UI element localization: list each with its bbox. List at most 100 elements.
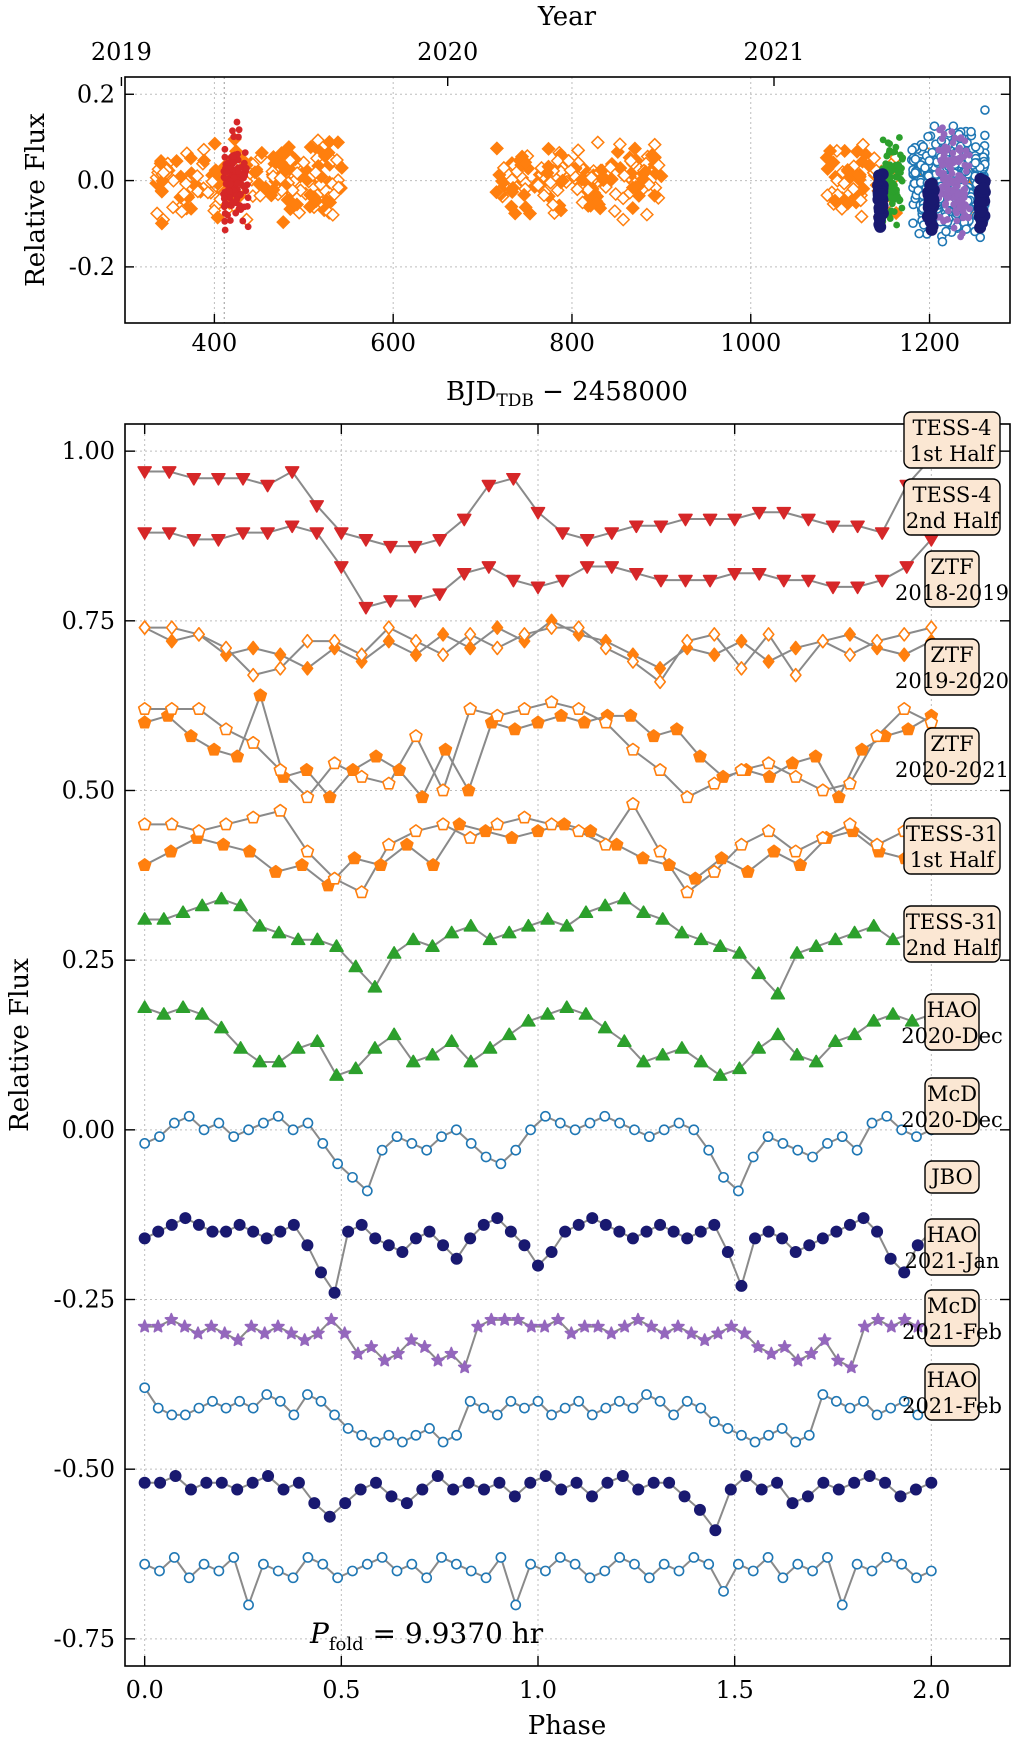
- hao-2020-dec-point: [673, 1117, 685, 1129]
- ztf-2019-2020-filled-point: [438, 742, 453, 756]
- ztf-2020-2021-filled-point: [164, 844, 178, 858]
- hao-2020-dec-point: [168, 1117, 180, 1129]
- top-x-axis-label-tail: − 2458000: [534, 377, 688, 407]
- mcd-2020-dec-point: [382, 1239, 395, 1252]
- hao-2021-feb-point: [465, 1565, 477, 1577]
- ztf-2020-2021-filled-point: [740, 864, 755, 878]
- jbo-point: [831, 1353, 845, 1367]
- fold-period-value: = 9.9370 hr: [364, 1617, 544, 1650]
- top-hao-point: [941, 226, 951, 237]
- hao-2020-dec-point: [258, 1117, 269, 1129]
- mcd-2020-dec-point: [898, 1266, 911, 1279]
- top-ztf-point: [616, 191, 631, 206]
- tess-4-1st-half-point: [407, 540, 423, 554]
- top-tess-4-point: [221, 217, 229, 225]
- top-tess-4-point: [226, 187, 233, 195]
- top-tess-31-point: [887, 207, 895, 215]
- tess-4-2nd-half-point: [383, 595, 398, 608]
- jbo-point: [257, 1326, 272, 1340]
- tess-31-1st-half-point: [425, 939, 440, 952]
- ztf-2020-2021-open-point: [246, 810, 260, 824]
- series-label-box-bg: [924, 1218, 980, 1276]
- ztf-2020-2021-open-point: [273, 803, 288, 817]
- tess-4-2nd-half-point: [506, 574, 521, 588]
- top-ztf-point: [571, 143, 586, 158]
- ztf-2019-2020-open-point: [816, 783, 830, 797]
- ztf-2020-2021-open-point: [300, 844, 315, 858]
- hao-2021-feb-point: [569, 1558, 581, 1570]
- hao-2021-jan-point: [803, 1429, 815, 1441]
- mcd-2021-feb-point: [740, 1469, 753, 1482]
- ztf-2020-2021-filled-point: [295, 858, 309, 872]
- mcd-2020-dec-point: [654, 1218, 667, 1231]
- ztf-2019-2020-open-point: [490, 708, 505, 722]
- top-jbo-point: [950, 224, 958, 232]
- top-tess-4-point: [229, 153, 237, 161]
- hao-2021-jan-point: [356, 1429, 368, 1441]
- jbo-point: [137, 1319, 152, 1333]
- hao-2021-jan-point: [708, 1416, 720, 1428]
- ztf-2018-2019-open-point: [328, 633, 341, 649]
- tess-31-2nd-half-point: [425, 1047, 440, 1061]
- mcd-2021-feb-point: [508, 1490, 521, 1503]
- top-tess-31-point: [892, 194, 900, 202]
- tess-31-1st-half-point: [847, 925, 862, 939]
- hao-2021-jan-point: [722, 1423, 734, 1434]
- hao-2021-feb-point: [480, 1572, 492, 1584]
- ztf-2020-2021-filled-point: [531, 824, 545, 838]
- tess-4-2nd-half-point: [358, 601, 374, 615]
- hao-2021-feb-point: [228, 1552, 240, 1563]
- top-hao-point: [975, 232, 986, 243]
- series-label-text: 2020-Dec: [901, 1024, 1003, 1048]
- top-year-tick-label: 2020: [417, 38, 478, 66]
- mcd-2020-dec-point: [409, 1232, 422, 1245]
- tess-31-1st-half-point: [252, 918, 268, 932]
- jbo-point: [297, 1333, 312, 1347]
- mcd-2020-dec-point: [165, 1218, 178, 1231]
- top-tess-4-point: [244, 223, 252, 231]
- mcd-2020-dec-point: [667, 1225, 680, 1238]
- series-label-text: ZTF: [930, 555, 973, 579]
- tess-31-1st-half-point: [501, 925, 517, 939]
- series-label-box-bg: [924, 1289, 980, 1347]
- hao-2021-feb-point: [258, 1558, 269, 1570]
- jbo-point: [244, 1319, 259, 1333]
- ztf-2018-2019-filled-point: [382, 633, 395, 649]
- hao-2020-dec-point: [540, 1110, 551, 1122]
- jbo-point: [431, 1353, 445, 1367]
- hao-2021-feb-point: [673, 1565, 685, 1577]
- tess-31-2nd-half-point: [655, 1047, 671, 1061]
- top-ztf-point: [561, 153, 576, 168]
- mcd-2021-feb-point: [848, 1476, 861, 1489]
- hao-2021-feb-point: [332, 1572, 344, 1584]
- jbo-point: [804, 1346, 819, 1360]
- hao-2021-feb-point: [747, 1565, 759, 1577]
- tess-31-1st-half-point: [732, 946, 747, 959]
- mcd-2021-feb-point: [601, 1476, 614, 1489]
- tess-4-2nd-half-point: [579, 561, 595, 574]
- mcd-2021-feb-point: [462, 1476, 475, 1489]
- top-ztf-point: [550, 153, 565, 168]
- mcd-2020-dec-point: [477, 1218, 490, 1231]
- tess-31-2nd-half-point: [137, 1000, 152, 1014]
- tess-31-1st-half-point: [386, 946, 402, 959]
- top-ztf-point: [841, 164, 856, 179]
- hao-2021-feb-point: [525, 1558, 536, 1570]
- mcd-2020-dec-point: [545, 1246, 558, 1259]
- top-jbo-point: [959, 208, 967, 215]
- top-year-tick-label: 2019: [91, 38, 152, 66]
- series-label-box-bg: [924, 993, 980, 1051]
- ztf-2019-2020-open-point: [354, 769, 369, 783]
- tess-31-2nd-half-point: [540, 1007, 555, 1020]
- tess-4-2nd-half-point: [555, 574, 570, 588]
- hao-2021-feb-point: [703, 1558, 715, 1570]
- tess-4-1st-half-point: [334, 527, 349, 540]
- top-ztf-point: [590, 135, 605, 150]
- jbo-point: [591, 1319, 605, 1333]
- tess-31-1st-half-point: [712, 939, 728, 952]
- top-jbo-point: [962, 167, 970, 175]
- ztf-2019-2020-filled-point: [253, 688, 268, 702]
- hao-2021-feb-point: [495, 1552, 507, 1563]
- top-mcd-point: [974, 206, 987, 219]
- top-y-ticks: 0.2 0.0 -0.2: [69, 80, 1010, 281]
